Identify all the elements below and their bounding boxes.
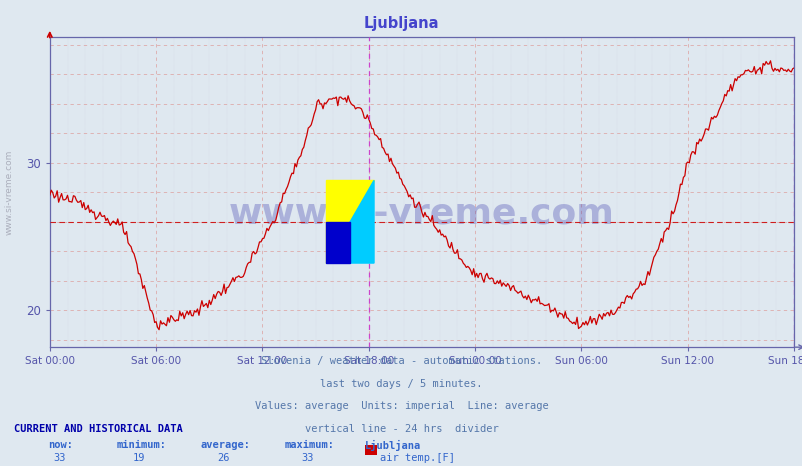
Text: 33: 33 bbox=[54, 453, 67, 463]
Text: last two days / 5 minutes.: last two days / 5 minutes. bbox=[320, 379, 482, 389]
Text: 19: 19 bbox=[132, 453, 145, 463]
Text: vertical line - 24 hrs  divider: vertical line - 24 hrs divider bbox=[304, 424, 498, 433]
Text: 26: 26 bbox=[217, 453, 229, 463]
Text: now:: now: bbox=[48, 440, 73, 450]
Text: minimum:: minimum: bbox=[116, 440, 166, 450]
Text: Ljubljana: Ljubljana bbox=[365, 440, 421, 452]
Polygon shape bbox=[326, 180, 374, 263]
Text: average:: average: bbox=[200, 440, 250, 450]
Bar bbox=[326, 222, 350, 263]
Polygon shape bbox=[326, 180, 374, 263]
Text: CURRENT AND HISTORICAL DATA: CURRENT AND HISTORICAL DATA bbox=[14, 424, 183, 434]
Text: maximum:: maximum: bbox=[285, 440, 334, 450]
Text: 33: 33 bbox=[301, 453, 314, 463]
Text: Ljubljana: Ljubljana bbox=[363, 16, 439, 31]
Text: www.si-vreme.com: www.si-vreme.com bbox=[4, 150, 14, 235]
Text: Slovenia / weather data - automatic stations.: Slovenia / weather data - automatic stat… bbox=[261, 356, 541, 366]
Text: air temp.[F]: air temp.[F] bbox=[379, 453, 454, 463]
Text: www.si-vreme.com: www.si-vreme.com bbox=[229, 197, 614, 231]
Text: Values: average  Units: imperial  Line: average: Values: average Units: imperial Line: av… bbox=[254, 401, 548, 411]
